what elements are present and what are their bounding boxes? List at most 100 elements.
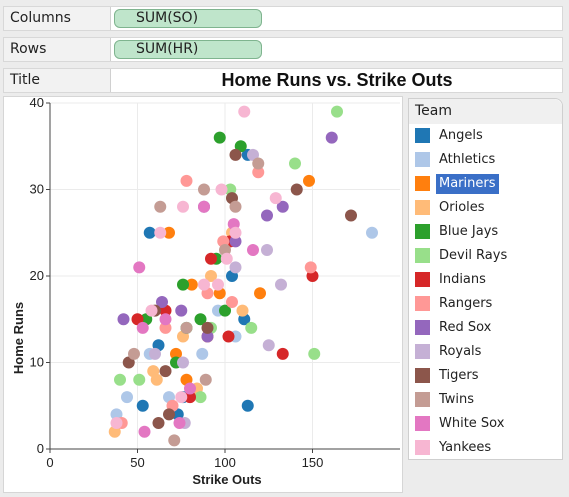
point-tigers[interactable]: [201, 321, 214, 334]
point-indians[interactable]: [184, 391, 196, 404]
legend-item-indians[interactable]: Indians: [415, 270, 555, 290]
rows-pill[interactable]: SUM(HR): [114, 40, 262, 59]
columns-shelf[interactable]: Columns SUM(SO): [3, 6, 563, 31]
point-twins[interactable]: [154, 200, 167, 213]
point-tigers[interactable]: [290, 183, 303, 196]
point-angels[interactable]: [143, 226, 156, 239]
point-indians[interactable]: [131, 313, 144, 326]
point-rangers[interactable]: [180, 174, 193, 187]
chart-panel[interactable]: 0 10 20 30 40 0 50 100 150 Strike Outs Home Runs: [3, 95, 403, 493]
point-twins[interactable]: [180, 321, 193, 334]
point-yankees[interactable]: [177, 200, 189, 213]
point-yankees[interactable]: [145, 304, 158, 317]
legend-item-tigers[interactable]: Tigers: [415, 366, 555, 386]
point-blue-jays[interactable]: [219, 304, 231, 317]
legend-item-royals[interactable]: Royals: [415, 342, 555, 362]
chart-title[interactable]: Home Runs vs. Strike Outs: [221, 70, 453, 90]
point-tigers[interactable]: [345, 209, 357, 222]
point-yankees[interactable]: [269, 192, 282, 205]
point-indians[interactable]: [205, 252, 217, 265]
point-blue-jays[interactable]: [213, 131, 226, 144]
point-blue-jays[interactable]: [194, 313, 207, 326]
scatter-plot[interactable]: 0 10 20 30 40 0 50 100 150 Strike Outs Home Runs: [4, 95, 402, 492]
point-tigers[interactable]: [122, 356, 135, 369]
point-red-sox[interactable]: [229, 235, 242, 248]
point-blue-jays[interactable]: [177, 278, 189, 291]
point-white-sox[interactable]: [198, 200, 210, 213]
point-white-sox[interactable]: [159, 313, 172, 326]
point-mariners[interactable]: [254, 287, 266, 300]
point-twins[interactable]: [229, 200, 242, 213]
point-mariners[interactable]: [303, 174, 315, 187]
legend-item-mariners[interactable]: Mariners: [415, 174, 555, 194]
point-white-sox[interactable]: [184, 382, 196, 395]
point-tigers[interactable]: [152, 417, 165, 430]
point-devil-rays[interactable]: [331, 105, 343, 118]
point-white-sox[interactable]: [247, 244, 259, 257]
point-yankees[interactable]: [238, 105, 251, 118]
point-rangers[interactable]: [304, 261, 317, 274]
legend-item-rangers[interactable]: Rangers: [415, 294, 555, 314]
point-devil-rays[interactable]: [114, 373, 126, 386]
point-royals[interactable]: [229, 261, 242, 274]
point-royals[interactable]: [261, 244, 273, 257]
point-devil-rays[interactable]: [308, 347, 321, 360]
point-tigers[interactable]: [159, 365, 172, 378]
point-angels[interactable]: [241, 399, 254, 412]
rows-shelf[interactable]: Rows SUM(HR): [3, 37, 563, 62]
legend-panel[interactable]: Team Angels Athletics Mariners Orioles Blue …: [408, 98, 563, 460]
point-yankees[interactable]: [229, 226, 242, 239]
point-athletics[interactable]: [121, 391, 133, 404]
point-tigers[interactable]: [229, 148, 242, 161]
point-twins[interactable]: [128, 347, 140, 360]
point-orioles[interactable]: [150, 373, 163, 386]
legend-item-yankees[interactable]: Yankees: [415, 438, 555, 458]
point-red-sox[interactable]: [156, 295, 168, 308]
point-white-sox[interactable]: [136, 321, 149, 334]
point-rangers[interactable]: [226, 295, 238, 308]
point-mariners[interactable]: [163, 226, 175, 239]
point-yankees[interactable]: [220, 252, 233, 265]
legend-item-orioles[interactable]: Orioles: [415, 198, 555, 218]
point-indians[interactable]: [276, 347, 289, 360]
point-royals[interactable]: [177, 356, 189, 369]
point-devil-rays[interactable]: [289, 157, 301, 170]
point-white-sox[interactable]: [173, 417, 186, 430]
point-twins[interactable]: [252, 157, 265, 170]
legend-item-white-sox[interactable]: White Sox: [415, 414, 555, 434]
point-red-sox[interactable]: [325, 131, 338, 144]
point-devil-rays[interactable]: [133, 373, 146, 386]
point-royals[interactable]: [149, 347, 161, 360]
point-orioles[interactable]: [236, 304, 249, 317]
point-rangers[interactable]: [159, 321, 172, 334]
point-royals[interactable]: [262, 339, 275, 352]
point-yankees[interactable]: [154, 226, 167, 239]
point-royals[interactable]: [247, 148, 259, 161]
point-red-sox[interactable]: [117, 313, 130, 326]
point-blue-jays[interactable]: [234, 140, 247, 153]
point-yankees[interactable]: [110, 417, 123, 430]
legend-item-athletics[interactable]: Athletics: [415, 150, 555, 170]
point-red-sox[interactable]: [261, 209, 273, 222]
point-devil-rays[interactable]: [194, 391, 207, 404]
point-angels[interactable]: [136, 399, 149, 412]
point-red-sox[interactable]: [201, 330, 214, 343]
point-white-sox[interactable]: [138, 425, 151, 438]
point-yankees[interactable]: [215, 183, 228, 196]
point-rangers[interactable]: [252, 166, 265, 179]
legend-item-red-sox[interactable]: Red Sox: [415, 318, 555, 338]
point-athletics[interactable]: [110, 408, 123, 421]
point-devil-rays[interactable]: [245, 321, 258, 334]
columns-pill[interactable]: SUM(SO): [114, 9, 262, 28]
point-twins[interactable]: [198, 183, 210, 196]
point-athletics[interactable]: [196, 347, 209, 360]
point-yankees[interactable]: [212, 278, 224, 291]
point-royals[interactable]: [275, 278, 287, 291]
point-twins[interactable]: [199, 373, 212, 386]
point-mariners[interactable]: [185, 278, 198, 291]
legend-item-blue-jays[interactable]: Blue Jays: [415, 222, 555, 242]
legend-item-devil-rays[interactable]: Devil Rays: [415, 246, 555, 266]
point-tigers[interactable]: [163, 408, 175, 421]
point-yankees[interactable]: [175, 391, 188, 404]
legend-item-angels[interactable]: Angels: [415, 126, 555, 146]
